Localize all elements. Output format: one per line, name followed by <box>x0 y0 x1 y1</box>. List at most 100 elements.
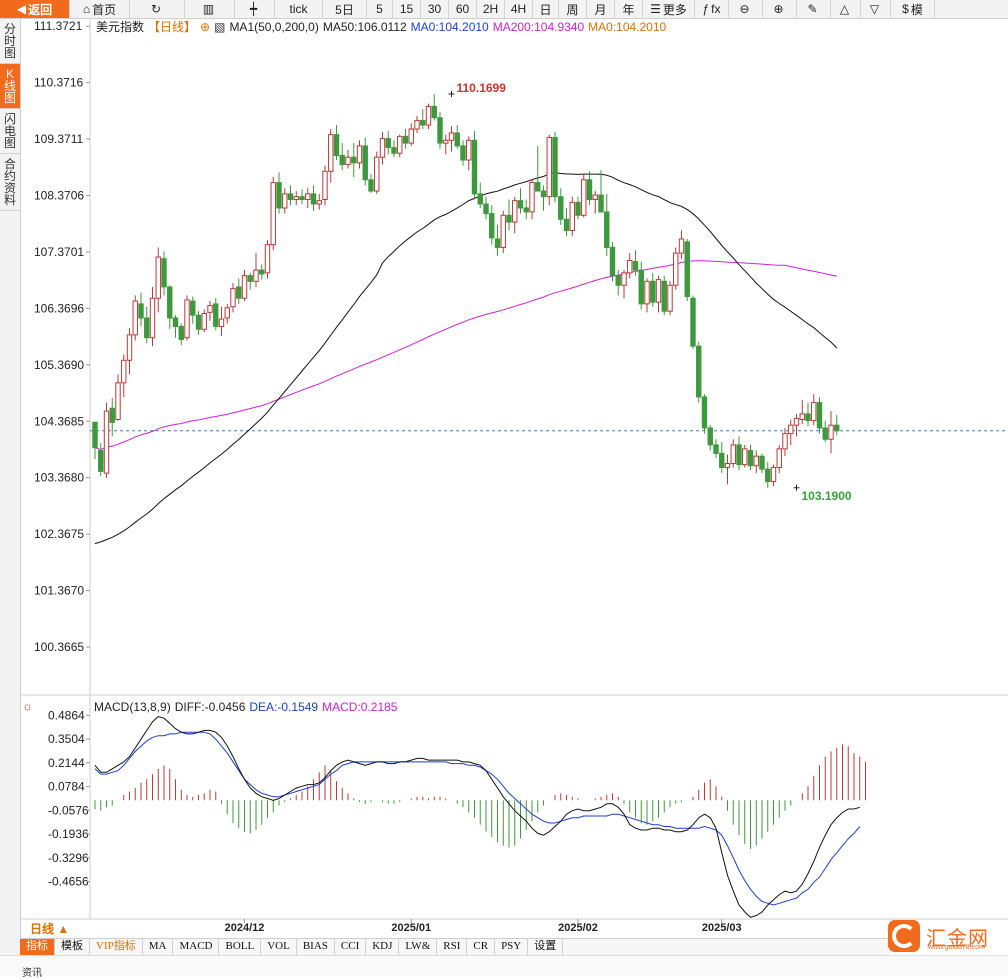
candle <box>690 295 696 349</box>
candle-body <box>282 193 288 209</box>
toolbar-button-4H[interactable]: 4H <box>505 0 533 18</box>
candle <box>512 196 518 234</box>
candle <box>655 275 662 313</box>
sidebar-tab-0[interactable]: 分时图 <box>0 19 20 64</box>
toolbar-button-周[interactable]: 周 <box>559 0 587 18</box>
candle <box>776 444 782 474</box>
candle <box>184 295 190 341</box>
indicator-tab-13[interactable]: PSY <box>495 939 529 955</box>
sidebar-tab-char: 图 <box>3 46 16 60</box>
logo-text: 汇金网 <box>926 927 989 950</box>
candle <box>586 171 593 206</box>
toolbar-button-refresh[interactable]: ↻ <box>130 0 185 18</box>
toolbar-button-5日[interactable]: 5日 <box>323 0 367 18</box>
indicator-tab-0[interactable]: 指标 <box>20 939 55 955</box>
toolbar-button-30[interactable]: 30 <box>421 0 449 18</box>
candle <box>592 191 598 214</box>
candle-body <box>523 207 529 213</box>
toolbar-button-bar-chart[interactable]: ▥ <box>185 0 235 18</box>
indicator-tab-9[interactable]: KDJ <box>366 939 400 955</box>
candle-body <box>201 312 207 330</box>
indicator-tab-7[interactable]: BIAS <box>297 939 335 955</box>
indicator-tab-5[interactable]: BOLL <box>219 939 262 955</box>
candle-body <box>828 424 834 440</box>
toolbar-button-60[interactable]: 60 <box>449 0 477 18</box>
candle <box>362 137 368 186</box>
indicator-tab-14[interactable]: 设置 <box>528 939 564 955</box>
candle-body <box>351 156 357 164</box>
candle-body <box>362 145 368 181</box>
toolbar-button-2H[interactable]: 2H <box>477 0 505 18</box>
candle-body <box>454 132 460 147</box>
toolbar-button-返回[interactable]: ◀ 返回 <box>0 0 70 18</box>
candle-body <box>437 117 443 144</box>
candle <box>765 461 771 488</box>
toolbar-button-月[interactable]: 月 <box>587 0 615 18</box>
indicator-tab-11[interactable]: RSI <box>437 939 468 955</box>
toolbar-button-zoom-out[interactable]: ⊖ <box>729 0 763 18</box>
candle <box>115 374 121 421</box>
toolbar-button-fx[interactable]: ƒ fx <box>695 0 729 18</box>
toolbar-button-triangle-down[interactable]: ▽ <box>861 0 891 18</box>
indicator-tab-3[interactable]: MA <box>143 939 174 955</box>
candle-body <box>213 303 219 327</box>
candle-body <box>293 196 299 201</box>
candle <box>103 402 110 479</box>
sidebar-tab-char: 分 <box>3 22 16 36</box>
candle <box>719 442 725 474</box>
candle <box>627 253 633 279</box>
toolbar-button-15[interactable]: 15 <box>393 0 421 18</box>
candle <box>517 188 524 214</box>
indicator-tab-8[interactable]: CCI <box>335 939 367 955</box>
candle <box>276 172 282 214</box>
sidebar-tab-3[interactable]: 合约资料 <box>0 154 20 211</box>
toolbar-button-5[interactable]: 5 <box>367 0 393 18</box>
settings-icon: ⊕ <box>200 20 210 34</box>
indicator-tab-10[interactable]: LW& <box>399 939 438 955</box>
toolbar-button-更多[interactable]: ☰ 更多 <box>643 0 695 18</box>
candle-body <box>506 214 512 223</box>
brand-logo: 汇金网 www.gold678.com <box>888 918 1008 954</box>
candle <box>535 145 541 192</box>
candle-body <box>414 120 420 130</box>
toolbar-button-模[interactable]: $ 模 <box>891 0 935 18</box>
toolbar-button-tick[interactable]: tick <box>275 0 323 18</box>
toolbar-button-年[interactable]: 年 <box>615 0 643 18</box>
candle-body <box>558 196 564 220</box>
candle-body <box>609 246 616 277</box>
candle <box>500 210 506 254</box>
toolbar-button-zoom-in[interactable]: ⊕ <box>763 0 797 18</box>
candle-body <box>696 345 702 398</box>
candle <box>713 439 719 458</box>
candle-body <box>793 417 800 426</box>
toolbar-button-日[interactable]: 日 <box>533 0 559 18</box>
candle-body <box>259 269 265 275</box>
candle <box>385 130 391 155</box>
candle <box>747 444 754 471</box>
sidebar-tab-2[interactable]: 闪电图 <box>0 109 20 154</box>
toolbar-label: 模 <box>910 2 923 17</box>
indicator-tab-1[interactable]: 模板 <box>55 939 90 955</box>
candle-body <box>759 455 765 470</box>
toolbar-button-candlestick[interactable]: ┿ <box>235 0 275 18</box>
indicator-tab-12[interactable]: CR <box>467 939 496 955</box>
candle <box>471 130 478 200</box>
candle-body <box>678 238 685 254</box>
candle-body <box>207 305 213 313</box>
pen-icon: ✎ <box>807 2 818 16</box>
sidebar-tab-char: 电 <box>3 124 16 138</box>
macd-y-tick-label: -0.4656 <box>48 875 89 889</box>
toolbar-button-pen[interactable]: ✎ <box>797 0 831 18</box>
candle <box>155 247 161 313</box>
dollar-icon: $ <box>902 2 909 16</box>
candle-body <box>310 193 317 205</box>
indicator-tab-2[interactable]: VIP指标 <box>90 939 143 955</box>
y-tick-label: 105.3690 <box>34 358 84 372</box>
toolbar-button-triangle-up[interactable]: △ <box>831 0 861 18</box>
y-tick-label: 106.3696 <box>34 301 84 315</box>
toolbar-button-首页[interactable]: ⌂ 首页 <box>70 0 130 18</box>
candle-body <box>264 244 271 274</box>
indicator-tab-4[interactable]: MACD <box>173 939 220 955</box>
indicator-tab-6[interactable]: VOL <box>261 939 297 955</box>
